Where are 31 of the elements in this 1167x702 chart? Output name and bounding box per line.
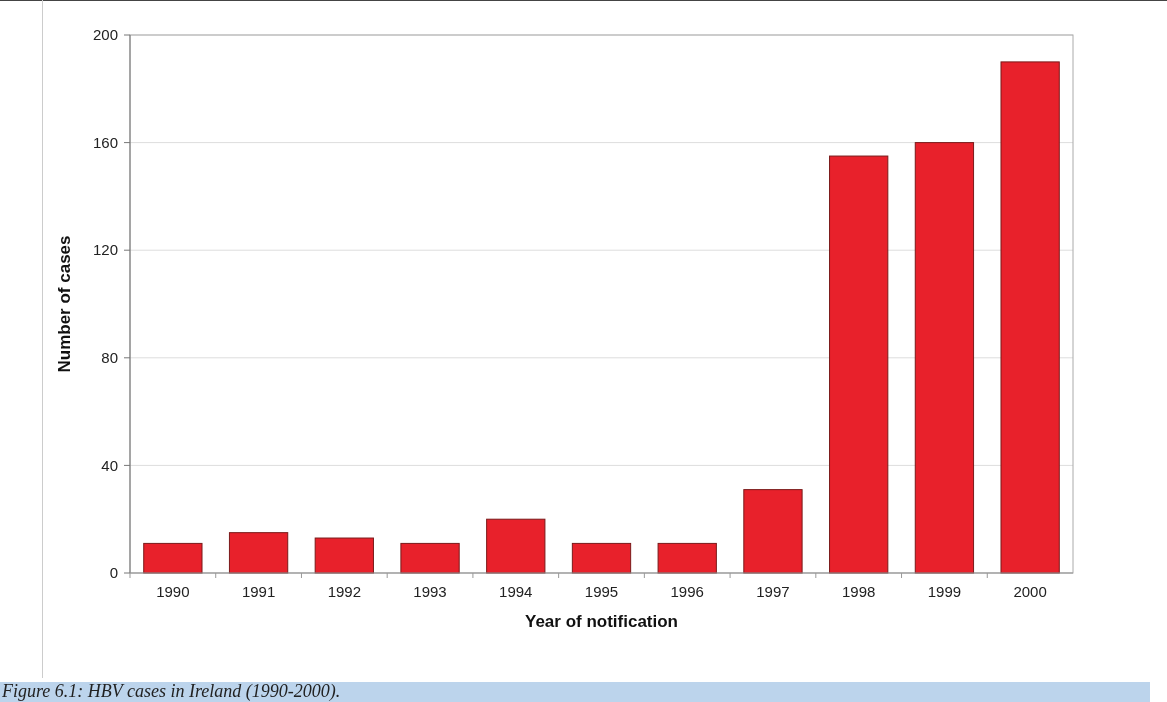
bar xyxy=(571,542,632,574)
y-tick-label: 40 xyxy=(101,456,118,474)
y-tick-label: 160 xyxy=(92,133,118,151)
bar xyxy=(228,532,289,574)
y-tick-label: 80 xyxy=(101,349,118,367)
caption: Figure 6.1: HBV cases in Ireland (1990-2000). xyxy=(1,681,341,702)
x-tick-label: 1996 xyxy=(670,583,704,600)
x-tick-label: 1995 xyxy=(584,583,619,600)
bar xyxy=(914,142,975,574)
bar xyxy=(143,542,203,574)
bar xyxy=(657,542,717,574)
bar xyxy=(743,489,803,574)
x-tick-label: 2000 xyxy=(1013,583,1047,600)
x-tick-label: 1991 xyxy=(241,583,276,600)
x-tick-label: 1998 xyxy=(841,583,876,600)
x-tick-label: 1994 xyxy=(499,583,533,600)
y-axis-title: Number of cases xyxy=(55,235,74,373)
y-tick-label: 200 xyxy=(92,26,118,44)
x-tick-label: 1992 xyxy=(327,583,362,600)
x-axis-title: Year of notification xyxy=(524,612,679,631)
x-tick-label: 1997 xyxy=(756,583,790,600)
y-tick-label: 0 xyxy=(109,564,118,582)
x-tick-label: 1990 xyxy=(156,583,190,600)
bar xyxy=(314,537,374,574)
bar xyxy=(1000,61,1060,574)
x-tick-label: 1993 xyxy=(413,583,447,600)
x-tick-label: 1999 xyxy=(927,583,962,600)
y-tick-label: 120 xyxy=(92,241,118,259)
bar xyxy=(829,155,889,574)
bar xyxy=(400,542,460,574)
bar xyxy=(486,518,546,574)
